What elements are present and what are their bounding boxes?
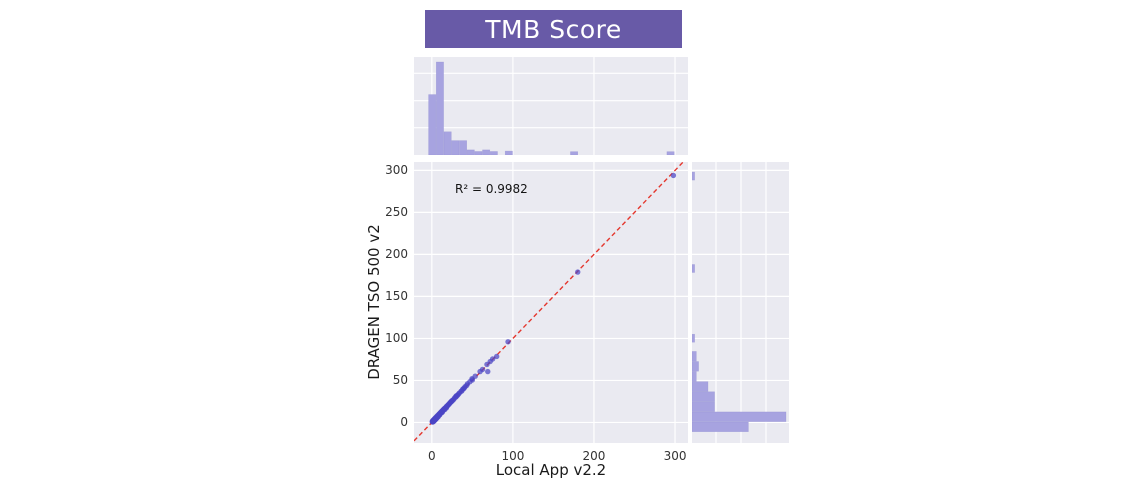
x-tick-label: 200 xyxy=(582,449,606,463)
y-tick-label: 200 xyxy=(385,247,408,262)
y-tick-label: 100 xyxy=(385,331,408,346)
y-tick-label: 50 xyxy=(392,373,408,388)
chart-title: TMB Score xyxy=(485,14,622,44)
right-marginal-histogram xyxy=(692,162,789,443)
scatter-plot xyxy=(414,162,688,443)
x-axis-label: Local App v2.2 xyxy=(495,461,607,479)
y-axis-label: DRAGEN TSO 500 v2 xyxy=(365,224,383,380)
top-marginal-histogram xyxy=(414,57,688,155)
x-tick-label: 100 xyxy=(501,449,525,463)
r-squared-annotation: R² = 0.9982 xyxy=(455,182,528,196)
y-tick-label: 0 xyxy=(400,415,408,430)
y-tick-label: 300 xyxy=(385,163,408,178)
y-tick-label: 150 xyxy=(385,289,408,304)
x-tick-label: 300 xyxy=(663,449,687,463)
y-tick-label: 250 xyxy=(385,205,408,220)
x-tick-label: 0 xyxy=(428,449,436,463)
chart-title-banner: TMB Score xyxy=(425,10,682,48)
